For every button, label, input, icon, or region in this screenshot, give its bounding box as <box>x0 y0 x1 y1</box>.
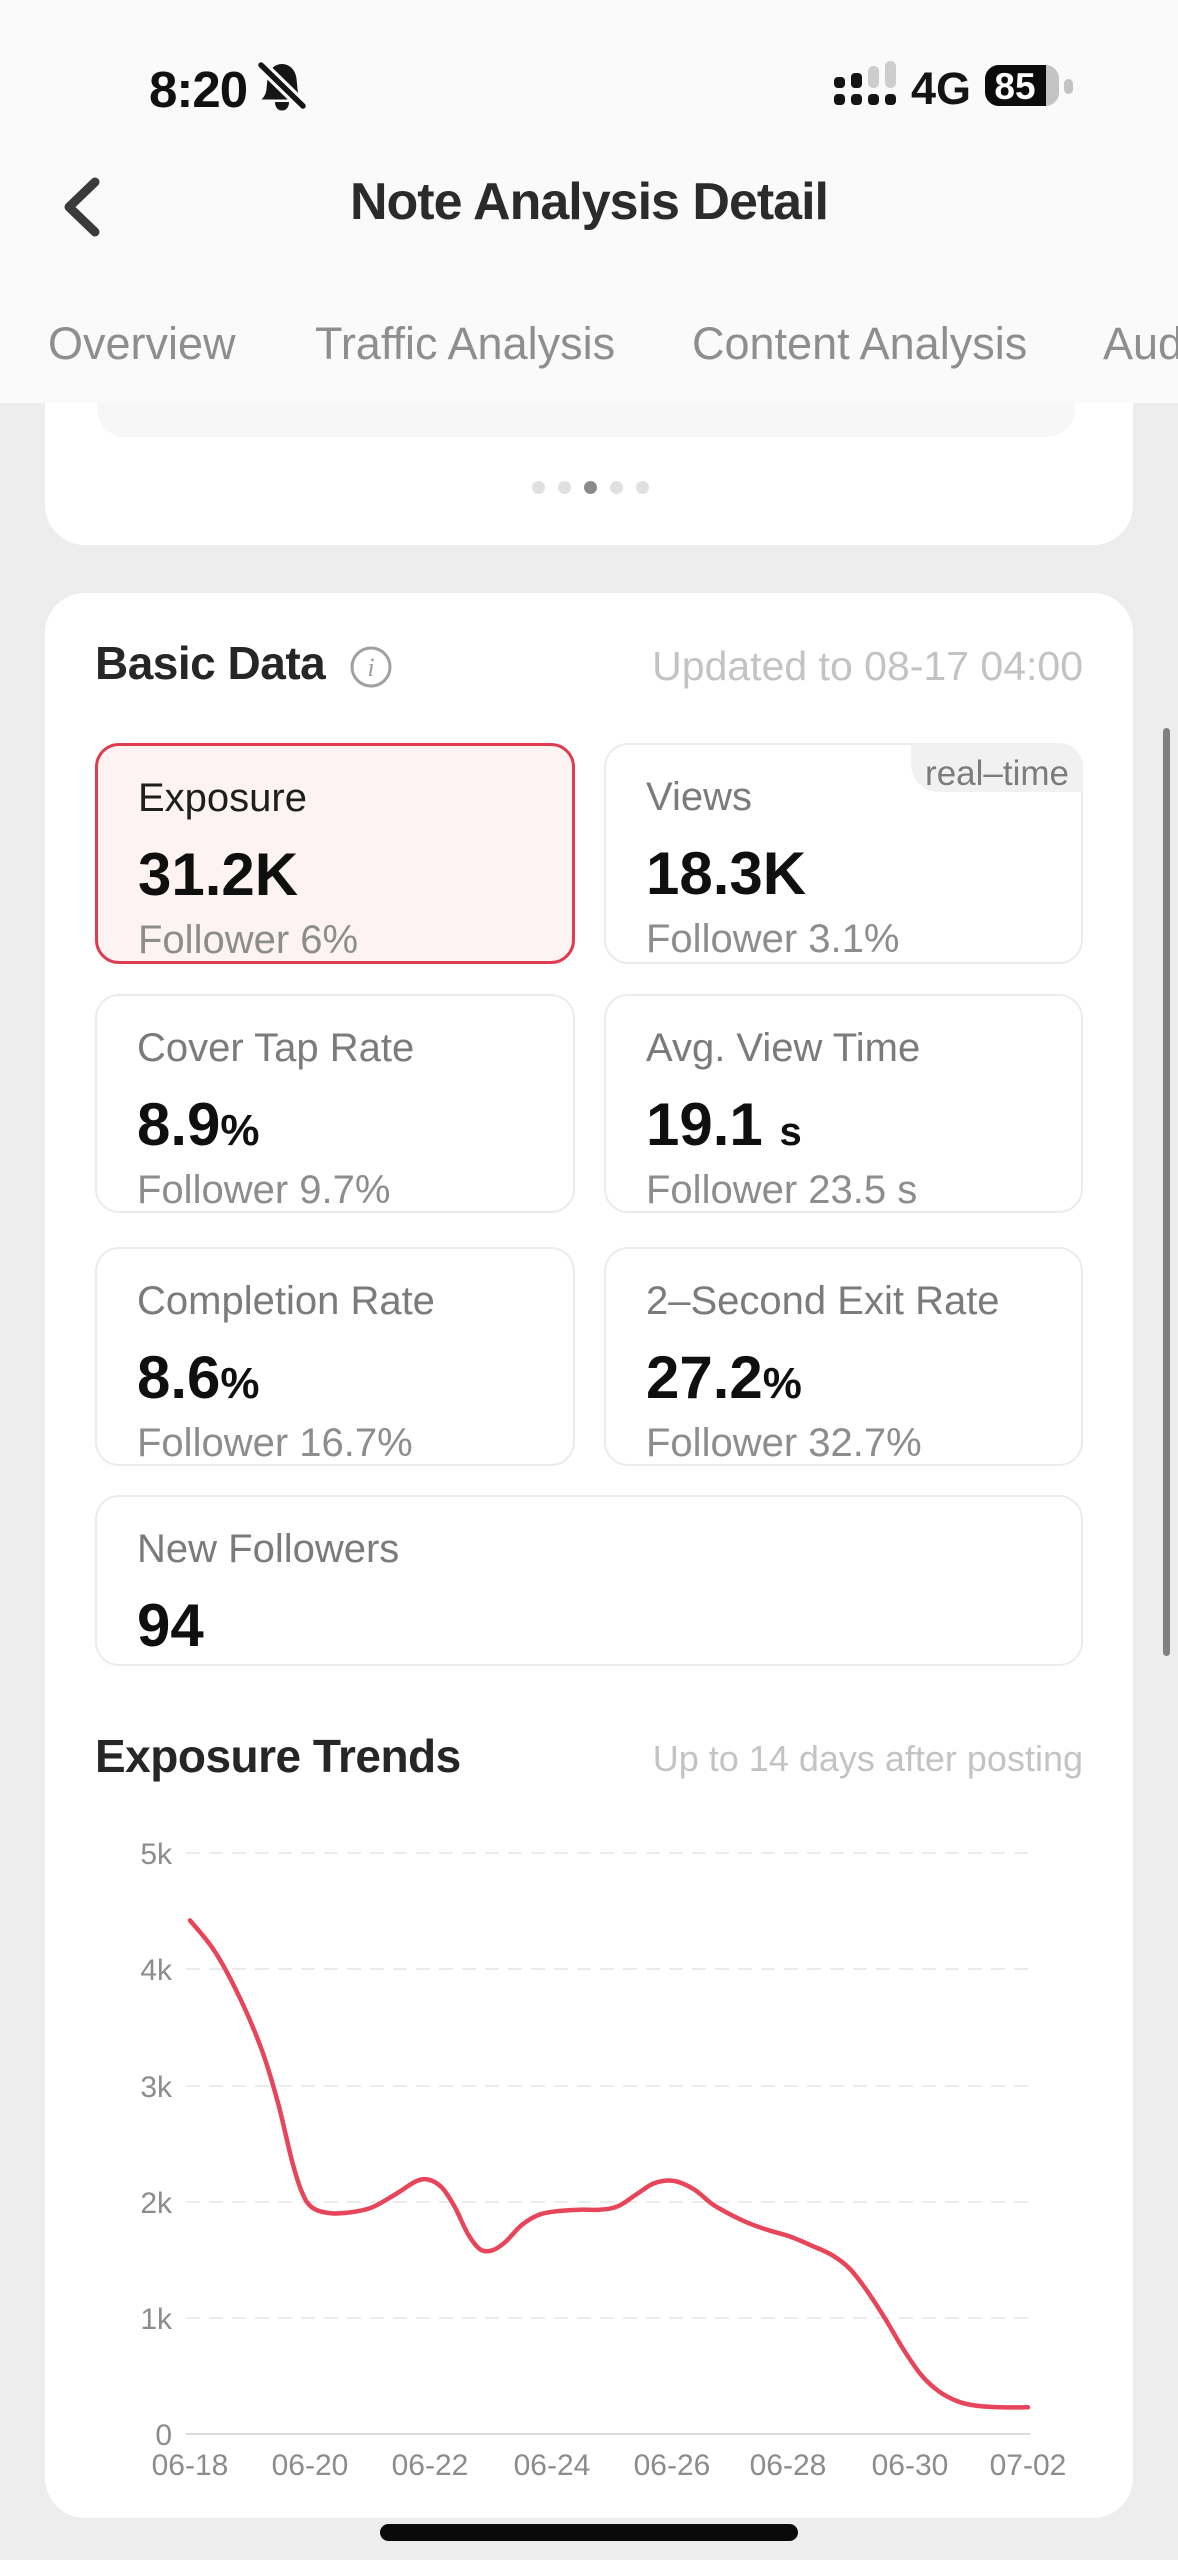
svg-text:06-26: 06-26 <box>634 2449 711 2482</box>
svg-text:85: 85 <box>994 66 1035 107</box>
svg-text:1k: 1k <box>140 2303 173 2336</box>
svg-text:3k: 3k <box>140 2071 173 2104</box>
svg-text:06-20: 06-20 <box>272 2449 349 2482</box>
svg-text:2k: 2k <box>140 2187 173 2220</box>
svg-text:06-22: 06-22 <box>392 2449 469 2482</box>
svg-text:06-18: 06-18 <box>152 2449 229 2482</box>
svg-text:06-24: 06-24 <box>514 2449 591 2482</box>
svg-text:06-28: 06-28 <box>750 2449 827 2482</box>
svg-text:4k: 4k <box>140 1954 173 1987</box>
svg-text:07-02: 07-02 <box>990 2449 1067 2482</box>
svg-text:i: i <box>367 653 374 682</box>
svg-text:5k: 5k <box>140 1838 173 1871</box>
svg-text:06-30: 06-30 <box>872 2449 949 2482</box>
svg-text:0: 0 <box>155 2419 172 2452</box>
